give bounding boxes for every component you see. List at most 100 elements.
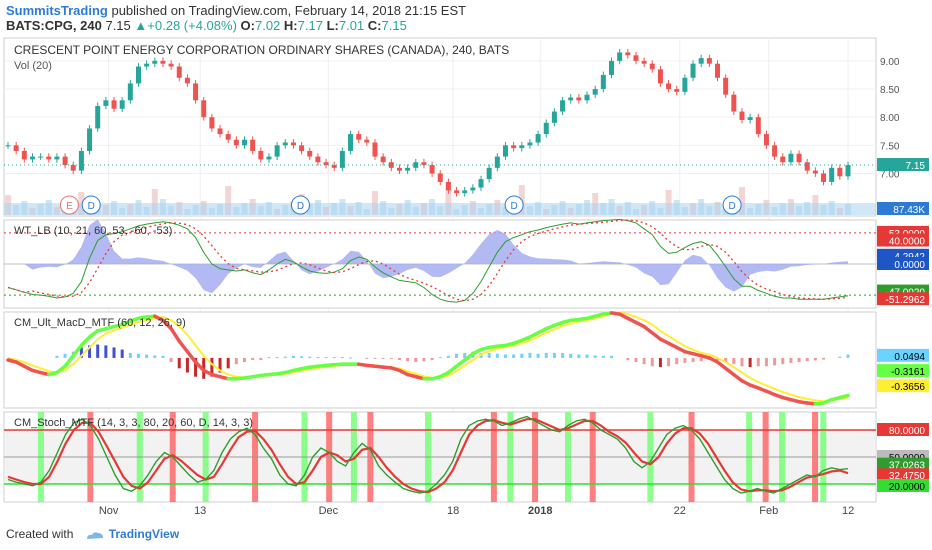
volume-ma-band (4, 203, 876, 215)
macd-hist-bar (455, 353, 459, 358)
candle-body (470, 187, 476, 191)
candle-body (323, 162, 329, 166)
candle-body (364, 139, 370, 143)
last-price: 7.15 (105, 18, 131, 33)
wt-label: -51.2962 (886, 295, 926, 306)
last-price-label-bg (877, 158, 929, 172)
candle-body (821, 173, 827, 182)
chart-area[interactable]: 9.00 8.50 8.00 7.50 7.00 7.15 87.43K E D D D D CRESC… (0, 34, 932, 522)
candle-body (690, 63, 696, 78)
candle-body (715, 63, 721, 78)
stoch-label-bg (877, 468, 929, 482)
macd-hist-bar (650, 357, 654, 367)
macd-hist-bar (373, 357, 377, 359)
macd-hist-bar (349, 357, 353, 359)
macd-line-segment (161, 318, 173, 331)
price-tick-label: 9.00 (880, 57, 900, 68)
tradingview-link[interactable]: TradingView (108, 527, 180, 541)
candle-body (233, 139, 239, 146)
candle-body (78, 150, 84, 171)
candle-body (462, 190, 468, 194)
candle-body (225, 134, 231, 140)
stoch-label: 37.0263 (889, 461, 926, 472)
macd-line-segment (79, 335, 92, 348)
wt-title: WT_LB (10, 21, 60, 53, -60, -53) (14, 225, 172, 237)
macd-hist-bar (634, 357, 638, 363)
high-value: 7.17 (297, 18, 323, 33)
macd-hist-bar (756, 357, 760, 367)
wt-label: 0.0000 (894, 260, 925, 271)
macd-line-segment (838, 393, 850, 400)
macd-label: -0.3656 (891, 382, 925, 393)
macd-hist-bar (185, 357, 189, 373)
macd-hist-bar (503, 354, 507, 358)
candle-body (674, 89, 680, 92)
candle-body (119, 100, 125, 109)
candle-body (780, 156, 786, 163)
stoch-k-line (7, 415, 849, 494)
candle-body (274, 145, 280, 157)
macd-hist-bar (332, 357, 336, 359)
candle-body (641, 60, 647, 64)
low-label: L: (326, 18, 339, 33)
macd-hist-bar (520, 353, 524, 358)
macd-hist-bar (805, 357, 809, 362)
macd-hist-bar (675, 357, 679, 365)
macd-hist-bar (389, 357, 393, 359)
macd-hist-bar (291, 355, 295, 358)
macd-hist-bar (365, 357, 369, 359)
candle-body (649, 63, 655, 70)
macd-hist-bar (552, 352, 556, 358)
candle-body (299, 145, 305, 151)
candle-body (290, 142, 296, 146)
low-value: 7.01 (338, 18, 365, 33)
macd-hist-bar (658, 357, 662, 368)
wt-histogram-area (8, 219, 848, 294)
macd-hist-bar (136, 353, 140, 358)
macd-hist-bar (145, 354, 149, 358)
macd-hist-bar (536, 353, 540, 358)
macd-hist-bar (218, 357, 222, 373)
author-link[interactable]: SummitsTrading (6, 3, 108, 18)
macd-hist-bar (781, 357, 785, 365)
candle-body (731, 94, 737, 112)
x-tick-label: 2018 (528, 505, 552, 517)
macd-hist-bar (446, 355, 450, 358)
candle-body (193, 83, 199, 101)
macd-hist-bar (601, 355, 605, 358)
candle-body (13, 145, 19, 151)
symbol-ohlc-line: BATS:CPG, 240 7.15 ▲+0.28 (+4.08%) O:7.0… (6, 18, 407, 33)
macd-hist-bar (487, 352, 491, 358)
macd-line-segment (63, 354, 75, 369)
volume-subtitle: Vol (20) (14, 60, 52, 72)
candle-body (331, 165, 337, 168)
candle-body (29, 156, 35, 160)
macd-hist-bar (764, 357, 768, 367)
event-marker (59, 195, 79, 215)
macd-hist-bar (243, 357, 247, 363)
stoch-d-line (7, 418, 849, 494)
candle-body (788, 153, 794, 163)
candle-body (266, 156, 272, 160)
macd-hist-bar (120, 349, 124, 358)
candle-body (315, 156, 321, 163)
candle-body (184, 77, 190, 84)
candle-body (600, 74, 606, 90)
macd-hist-bar (422, 357, 426, 362)
macd-hist-bar (430, 357, 434, 360)
macd-hist-bar (797, 357, 801, 363)
volume-label: 87.43K (893, 205, 925, 216)
macd-hist-bar (495, 353, 499, 358)
candle-body (478, 179, 484, 188)
macd-hist-bar (406, 357, 410, 362)
high-label: H: (283, 18, 298, 33)
candle-body (429, 165, 435, 174)
volume-bar (225, 186, 232, 215)
macd-hist-bar (773, 357, 777, 366)
macd-hist-bar (283, 356, 287, 358)
candle-body (755, 117, 761, 135)
macd-hist-bar (699, 357, 703, 362)
wt-label-bg (877, 292, 929, 306)
macd-hist-bar (683, 357, 687, 363)
candle-body (258, 150, 264, 160)
